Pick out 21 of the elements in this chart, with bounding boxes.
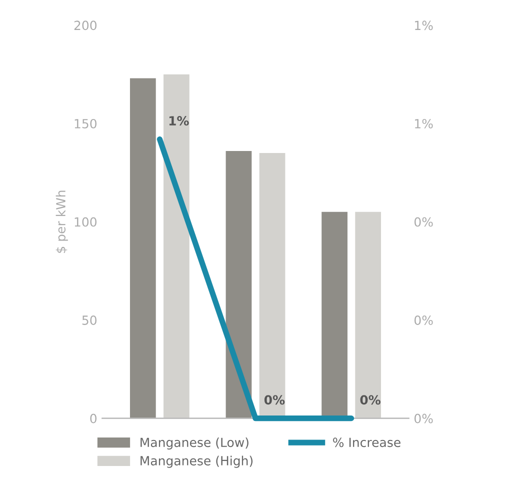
y-tick-label: 100: [74, 217, 97, 227]
data-label: 0%: [360, 395, 380, 405]
data-label: 0%: [264, 395, 285, 405]
legend-label: % Increase: [333, 438, 400, 448]
bar: [130, 78, 156, 418]
y-tick-label: 50: [82, 316, 97, 325]
bar: [164, 74, 190, 418]
y-tick-label: 0: [90, 414, 97, 424]
bar: [355, 212, 382, 418]
legend-label: Manganese (High): [140, 456, 253, 468]
y-axis-title: $ per kWh: [56, 190, 68, 253]
legend-label: Manganese (Low): [140, 437, 248, 450]
data-label: 1%: [169, 116, 189, 126]
bar: [226, 151, 252, 418]
y2-tick-label: 0%: [414, 316, 433, 325]
y2-tick-label: 1%: [415, 20, 433, 30]
y2-tick-label: 0%: [414, 414, 433, 424]
y2-tick-label: 0%: [414, 217, 433, 227]
y-tick-label: 200: [74, 20, 97, 30]
y-tick-label: 150: [74, 118, 97, 128]
y2-tick-label: 1%: [415, 118, 433, 128]
